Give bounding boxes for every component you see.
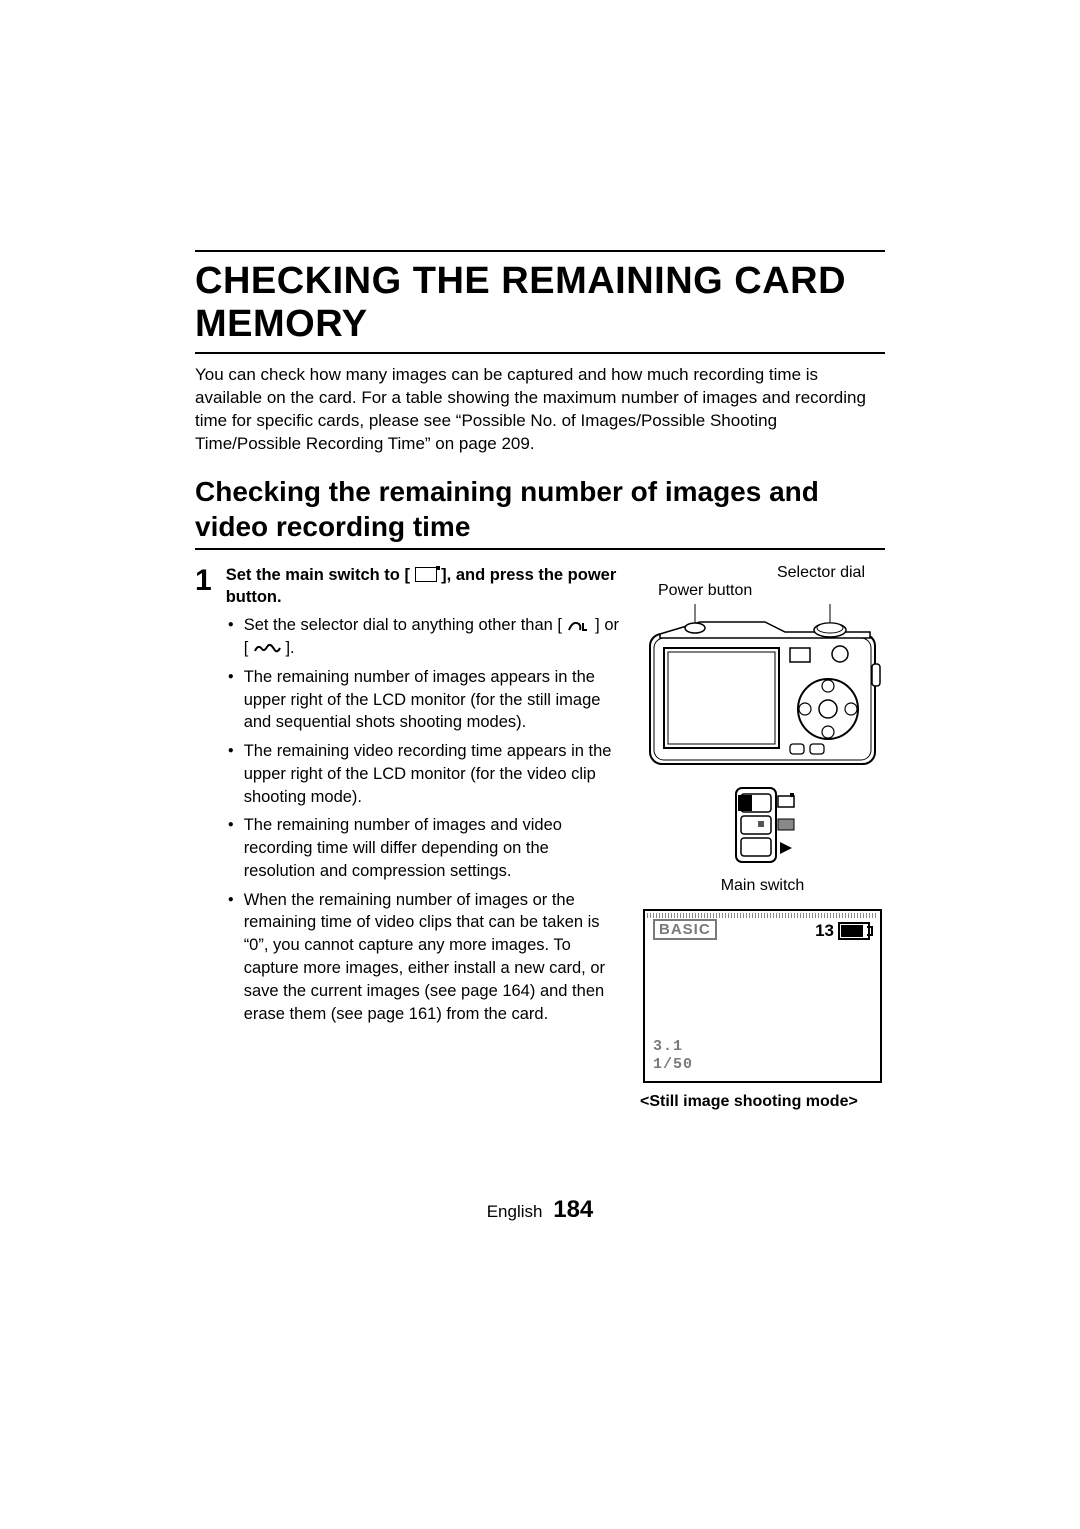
camera-mode-icon bbox=[415, 567, 437, 582]
bullet-1: Set the selector dial to anything other … bbox=[226, 614, 622, 660]
section-rule bbox=[195, 548, 885, 550]
lcd-shutter: 1/50 bbox=[653, 1056, 693, 1073]
battery-icon bbox=[838, 922, 870, 940]
lcd-preview: BASIC 13 3.1 1/50 bbox=[643, 909, 882, 1083]
bullet-5: When the remaining number of images or t… bbox=[226, 889, 622, 1026]
playback-mode-icon bbox=[253, 641, 281, 655]
page-title: CHECKING THE REMAINING CARD MEMORY bbox=[195, 258, 885, 352]
content-columns: 1 Set the main switch to [ ], and press … bbox=[195, 564, 885, 1111]
power-button-label: Power button bbox=[640, 582, 885, 600]
step-number: 1 bbox=[195, 564, 212, 596]
bullet-3: The remaining video recording time appea… bbox=[226, 740, 622, 808]
bullet-4: The remaining number of images and video… bbox=[226, 814, 622, 882]
step-bullet-list: Set the selector dial to anything other … bbox=[226, 614, 622, 1025]
left-column: 1 Set the main switch to [ ], and press … bbox=[195, 564, 622, 1032]
rule-top bbox=[195, 250, 885, 252]
step-1: 1 Set the main switch to [ ], and press … bbox=[195, 564, 622, 1032]
selector-dial-label: Selector dial bbox=[640, 564, 885, 582]
lcd-basic-badge: BASIC bbox=[653, 919, 717, 940]
step-body: Set the main switch to [ ], and press th… bbox=[226, 564, 622, 1032]
voice-mode-icon bbox=[567, 618, 591, 632]
lcd-aperture: 3.1 bbox=[653, 1038, 683, 1055]
lcd-count: 13 bbox=[815, 921, 870, 941]
lcd-caption: <Still image shooting mode> bbox=[640, 1093, 885, 1111]
lcd-count-number: 13 bbox=[815, 921, 834, 941]
intro-paragraph: You can check how many images can be cap… bbox=[195, 364, 885, 456]
bullet-1-prefix: Set the selector dial to anything other … bbox=[244, 616, 562, 634]
right-column: Selector dial Power button bbox=[640, 564, 885, 1111]
bullet-1-suffix: ]. bbox=[285, 639, 294, 657]
footer-page-number: 184 bbox=[553, 1196, 593, 1223]
camera-diagram bbox=[640, 604, 885, 784]
main-switch-label: Main switch bbox=[640, 877, 885, 895]
lcd-shade bbox=[647, 913, 878, 918]
footer-language: English bbox=[487, 1202, 543, 1221]
step-heading: Set the main switch to [ ], and press th… bbox=[226, 564, 622, 609]
bullet-2: The remaining number of images appears i… bbox=[226, 666, 622, 734]
rule-bottom bbox=[195, 352, 885, 354]
main-switch-diagram bbox=[728, 786, 798, 871]
page-footer: English 184 bbox=[0, 1196, 1080, 1224]
manual-page: CHECKING THE REMAINING CARD MEMORY You c… bbox=[0, 0, 1080, 1529]
section-heading: Checking the remaining number of images … bbox=[195, 474, 885, 544]
step-head-prefix: Set the main switch to [ bbox=[226, 566, 410, 584]
